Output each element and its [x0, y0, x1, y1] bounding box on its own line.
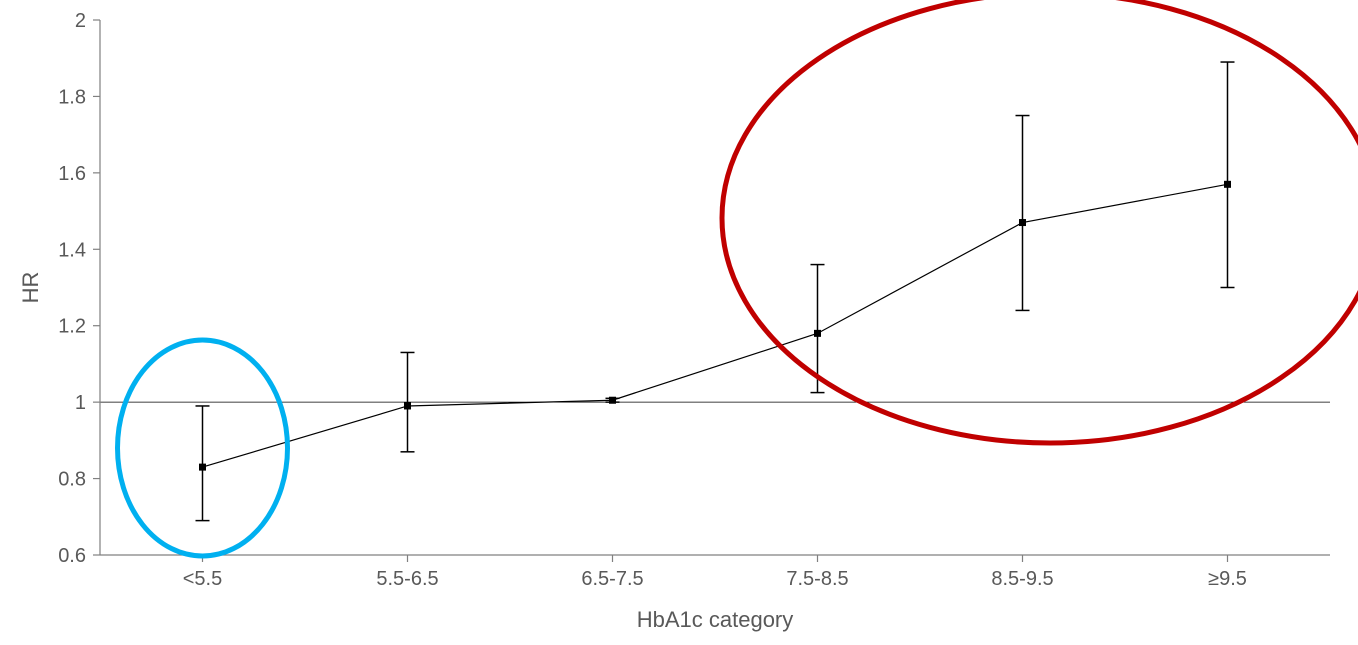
data-marker — [1224, 181, 1231, 188]
chart-container: 0.6 0.8 1 1.2 1.4 1.6 1.8 2 <5.5 5.5-6.5 6.5-7.5 7.… — [0, 0, 1358, 645]
y-tick-label: 1.6 — [58, 163, 86, 185]
y-tick-label: 1.2 — [58, 316, 86, 338]
y-tick-label: 1 — [75, 392, 86, 414]
y-tick-label: 0.6 — [58, 545, 86, 567]
x-tick-label: 8.5-9.5 — [991, 568, 1053, 590]
y-tick-label: 1.4 — [58, 239, 86, 261]
data-marker — [609, 397, 616, 404]
y-tick-label: 2 — [75, 10, 86, 32]
x-tick-label: <5.5 — [183, 568, 222, 590]
x-tick-label: 5.5-6.5 — [376, 568, 438, 590]
y-tick-label: 0.8 — [58, 469, 86, 491]
x-axis-label: HbA1c category — [637, 607, 794, 632]
y-axis-label: HR — [18, 272, 43, 304]
data-marker — [1019, 219, 1026, 226]
data-marker — [199, 464, 206, 471]
x-tick-label: ≥9.5 — [1208, 568, 1247, 590]
chart-svg: 0.6 0.8 1 1.2 1.4 1.6 1.8 2 <5.5 5.5-6.5 6.5-7.5 7.… — [0, 0, 1358, 645]
x-tick-label: 6.5-7.5 — [581, 568, 643, 590]
x-tick-label: 7.5-8.5 — [786, 568, 848, 590]
data-marker — [404, 402, 411, 409]
y-tick-label: 1.8 — [58, 86, 86, 108]
data-marker — [814, 330, 821, 337]
